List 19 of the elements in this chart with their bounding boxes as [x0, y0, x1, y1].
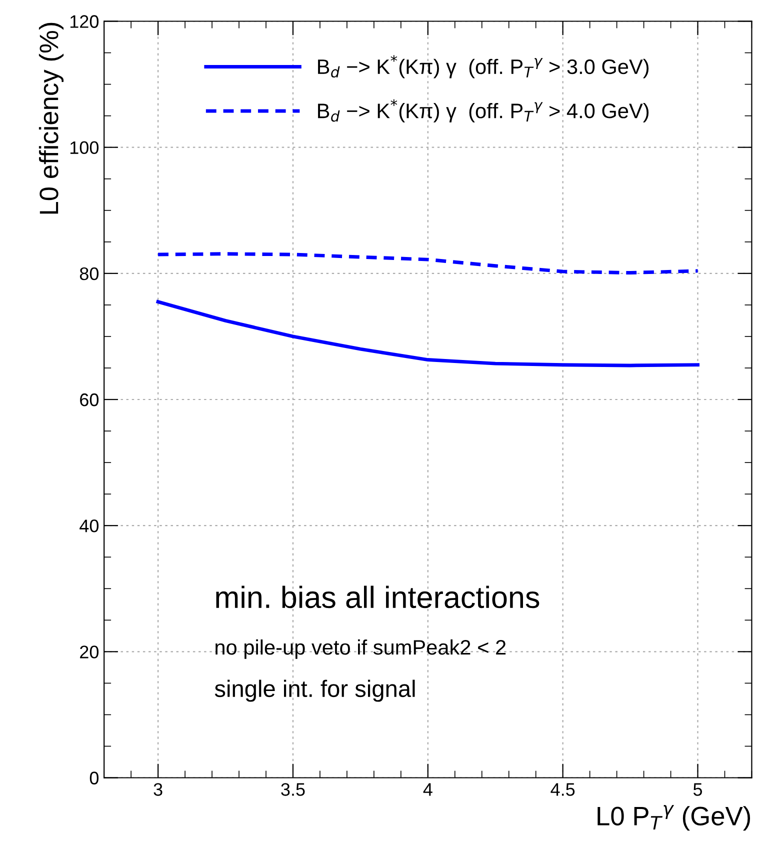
y-tick-label: 0: [90, 772, 99, 784]
annotation: no pile-up veto if sumPeak2 < 2: [216, 639, 506, 659]
y-tick-label: 40: [80, 520, 99, 532]
annotation: single int. for signal: [214, 680, 415, 702]
x-axis-title: L0 P$_{T}$$^{γ}$ (GeV): [598, 805, 750, 831]
x-tick-label: 3: [154, 783, 162, 796]
x-tick-label: 5: [693, 783, 702, 796]
x-tick-label: 3.5: [281, 783, 305, 796]
legend-label: B$_{d}$ −> K$^{*}$(Kπ) γ (off. P$_{T}$$^{γ}$ > 4.0 GeV): [318, 99, 649, 122]
legend-label: B$_{d}$ −> K$^{*}$(Kπ) γ (off. P$_{T}$$^{γ}$ > 3.0 GeV): [318, 55, 649, 78]
y-tick-label: 60: [80, 393, 99, 406]
y-tick-label: 20: [80, 646, 99, 658]
y-tick-label: 100: [70, 141, 99, 154]
y-tick-label: 80: [80, 267, 99, 280]
x-tick-label: 4: [423, 783, 432, 796]
x-tick-label: 4.5: [550, 783, 575, 796]
annotation: min. bias all interactions: [216, 586, 540, 608]
y-axis-title: L0 efficiency (%): [38, 22, 64, 214]
y-tick-label: 120: [70, 15, 99, 28]
